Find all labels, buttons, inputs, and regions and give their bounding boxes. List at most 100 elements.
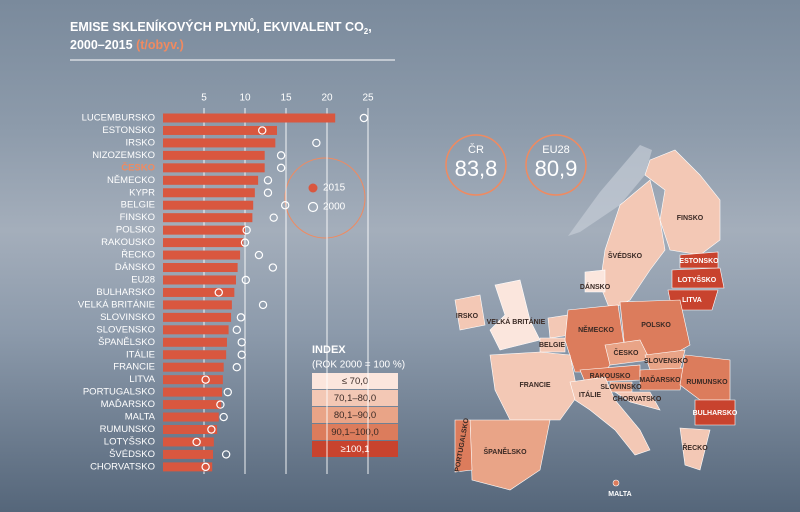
category-label: CHORVATSKO — [90, 461, 155, 472]
country — [489, 351, 579, 421]
title: EMISE SKLENÍKOVÝCH PLYNŮ, EKVIVALENT CO2… — [70, 18, 372, 36]
country-label: ITÁLIE — [579, 390, 601, 399]
category-label: ŠVÉDSKO — [109, 449, 155, 460]
dot — [242, 225, 251, 235]
bar — [163, 200, 254, 210]
x-tick-label: 10 — [239, 93, 251, 104]
bar — [163, 125, 277, 135]
category-label: ESTONSKO — [102, 125, 155, 136]
bar — [163, 387, 223, 397]
bar — [163, 437, 214, 447]
index-label: 80,1–90,0 — [334, 410, 376, 421]
dot — [201, 375, 210, 384]
index-label: 70,1–80,0 — [334, 393, 376, 404]
dot — [359, 113, 369, 123]
dot — [276, 163, 286, 173]
bar — [163, 350, 227, 360]
country-label: LOTYŠSKO — [678, 275, 717, 284]
bar — [163, 462, 213, 472]
bar — [163, 325, 229, 335]
country — [614, 391, 661, 411]
country-label: IRSKO — [456, 313, 479, 320]
category-label: SLOVENSKO — [96, 324, 155, 335]
country — [454, 419, 473, 473]
category-label: BELGIE — [121, 200, 155, 211]
country-label: DÁNSKO — [580, 282, 611, 291]
dot — [232, 325, 241, 335]
country — [454, 294, 486, 331]
category-label: FINSKO — [120, 212, 155, 223]
country-label: ŘECKO — [682, 443, 708, 452]
dot — [276, 151, 286, 160]
category-label: LOTYŠSKO — [104, 436, 155, 447]
index-swatch — [312, 424, 398, 440]
index-label: ≥100,1 — [341, 444, 370, 455]
summary-value: 83,8 — [455, 156, 498, 181]
category-label: LITVA — [129, 374, 155, 385]
country — [612, 479, 620, 487]
dot — [241, 275, 251, 285]
country-label: LITVA — [682, 297, 702, 304]
country-label: SLOVENSKO — [644, 358, 689, 365]
country-label: ŠPANĚLSKO — [483, 447, 527, 456]
bar — [163, 362, 224, 372]
dot — [254, 250, 264, 260]
bar — [163, 113, 336, 123]
summary-label: EU28 — [542, 144, 570, 156]
bar — [163, 425, 218, 434]
category-label: POLSKO — [116, 225, 155, 236]
dot — [236, 313, 246, 322]
index-subtitle: (ROK 2000 = 100 %) — [312, 360, 405, 371]
category-label: KYPR — [129, 187, 155, 198]
dot — [219, 412, 228, 422]
dot — [263, 188, 273, 197]
x-tick-label: 20 — [321, 93, 333, 104]
bar — [163, 250, 241, 260]
bar — [163, 188, 255, 198]
summary-ring — [525, 134, 587, 196]
dot — [223, 387, 232, 397]
norway — [568, 145, 652, 236]
country-label: CHORVATSKO — [613, 396, 662, 403]
dot — [237, 338, 246, 347]
bar — [163, 275, 236, 285]
category-label: RAKOUSKO — [101, 237, 155, 248]
dot — [240, 238, 250, 247]
country-label: FRANCIE — [519, 382, 550, 389]
bar — [163, 225, 245, 235]
unit: (t/obyv.) — [136, 38, 184, 52]
country-label: POLSKO — [641, 322, 671, 329]
title-comma: , — [368, 20, 371, 34]
summary-circles: ČR 83,8 EU28 80,9 — [445, 134, 587, 196]
country-label: ČESKO — [614, 348, 639, 357]
index-swatch — [312, 441, 398, 457]
country — [489, 279, 541, 351]
bar — [163, 412, 219, 422]
category-label: ŘECKO — [121, 250, 155, 261]
category-label: ŠPANĚLSKO — [98, 337, 155, 348]
country — [584, 269, 606, 293]
dot — [232, 363, 241, 372]
dot — [312, 138, 321, 148]
category-label: NIZOZEMSKO — [92, 150, 155, 161]
bar — [163, 300, 232, 310]
category-label: ČESKO — [121, 161, 155, 173]
bar — [163, 163, 265, 173]
category-label: PORTUGALSKO — [83, 387, 155, 398]
index-label: 90,1–100,0 — [331, 427, 379, 438]
country-label: MALTA — [608, 491, 631, 498]
index-swatch — [312, 373, 398, 389]
bar — [163, 175, 259, 185]
x-tick-label: 25 — [362, 93, 374, 104]
category-label: IRSKO — [125, 137, 155, 148]
bar — [163, 375, 223, 385]
category-label: SLOVINSKO — [100, 312, 155, 323]
bar — [163, 150, 265, 160]
bar — [163, 287, 235, 297]
dot — [268, 263, 278, 272]
country-label: BULHARSKO — [693, 410, 738, 417]
x-tick-label: 15 — [280, 93, 292, 104]
country — [569, 376, 651, 456]
